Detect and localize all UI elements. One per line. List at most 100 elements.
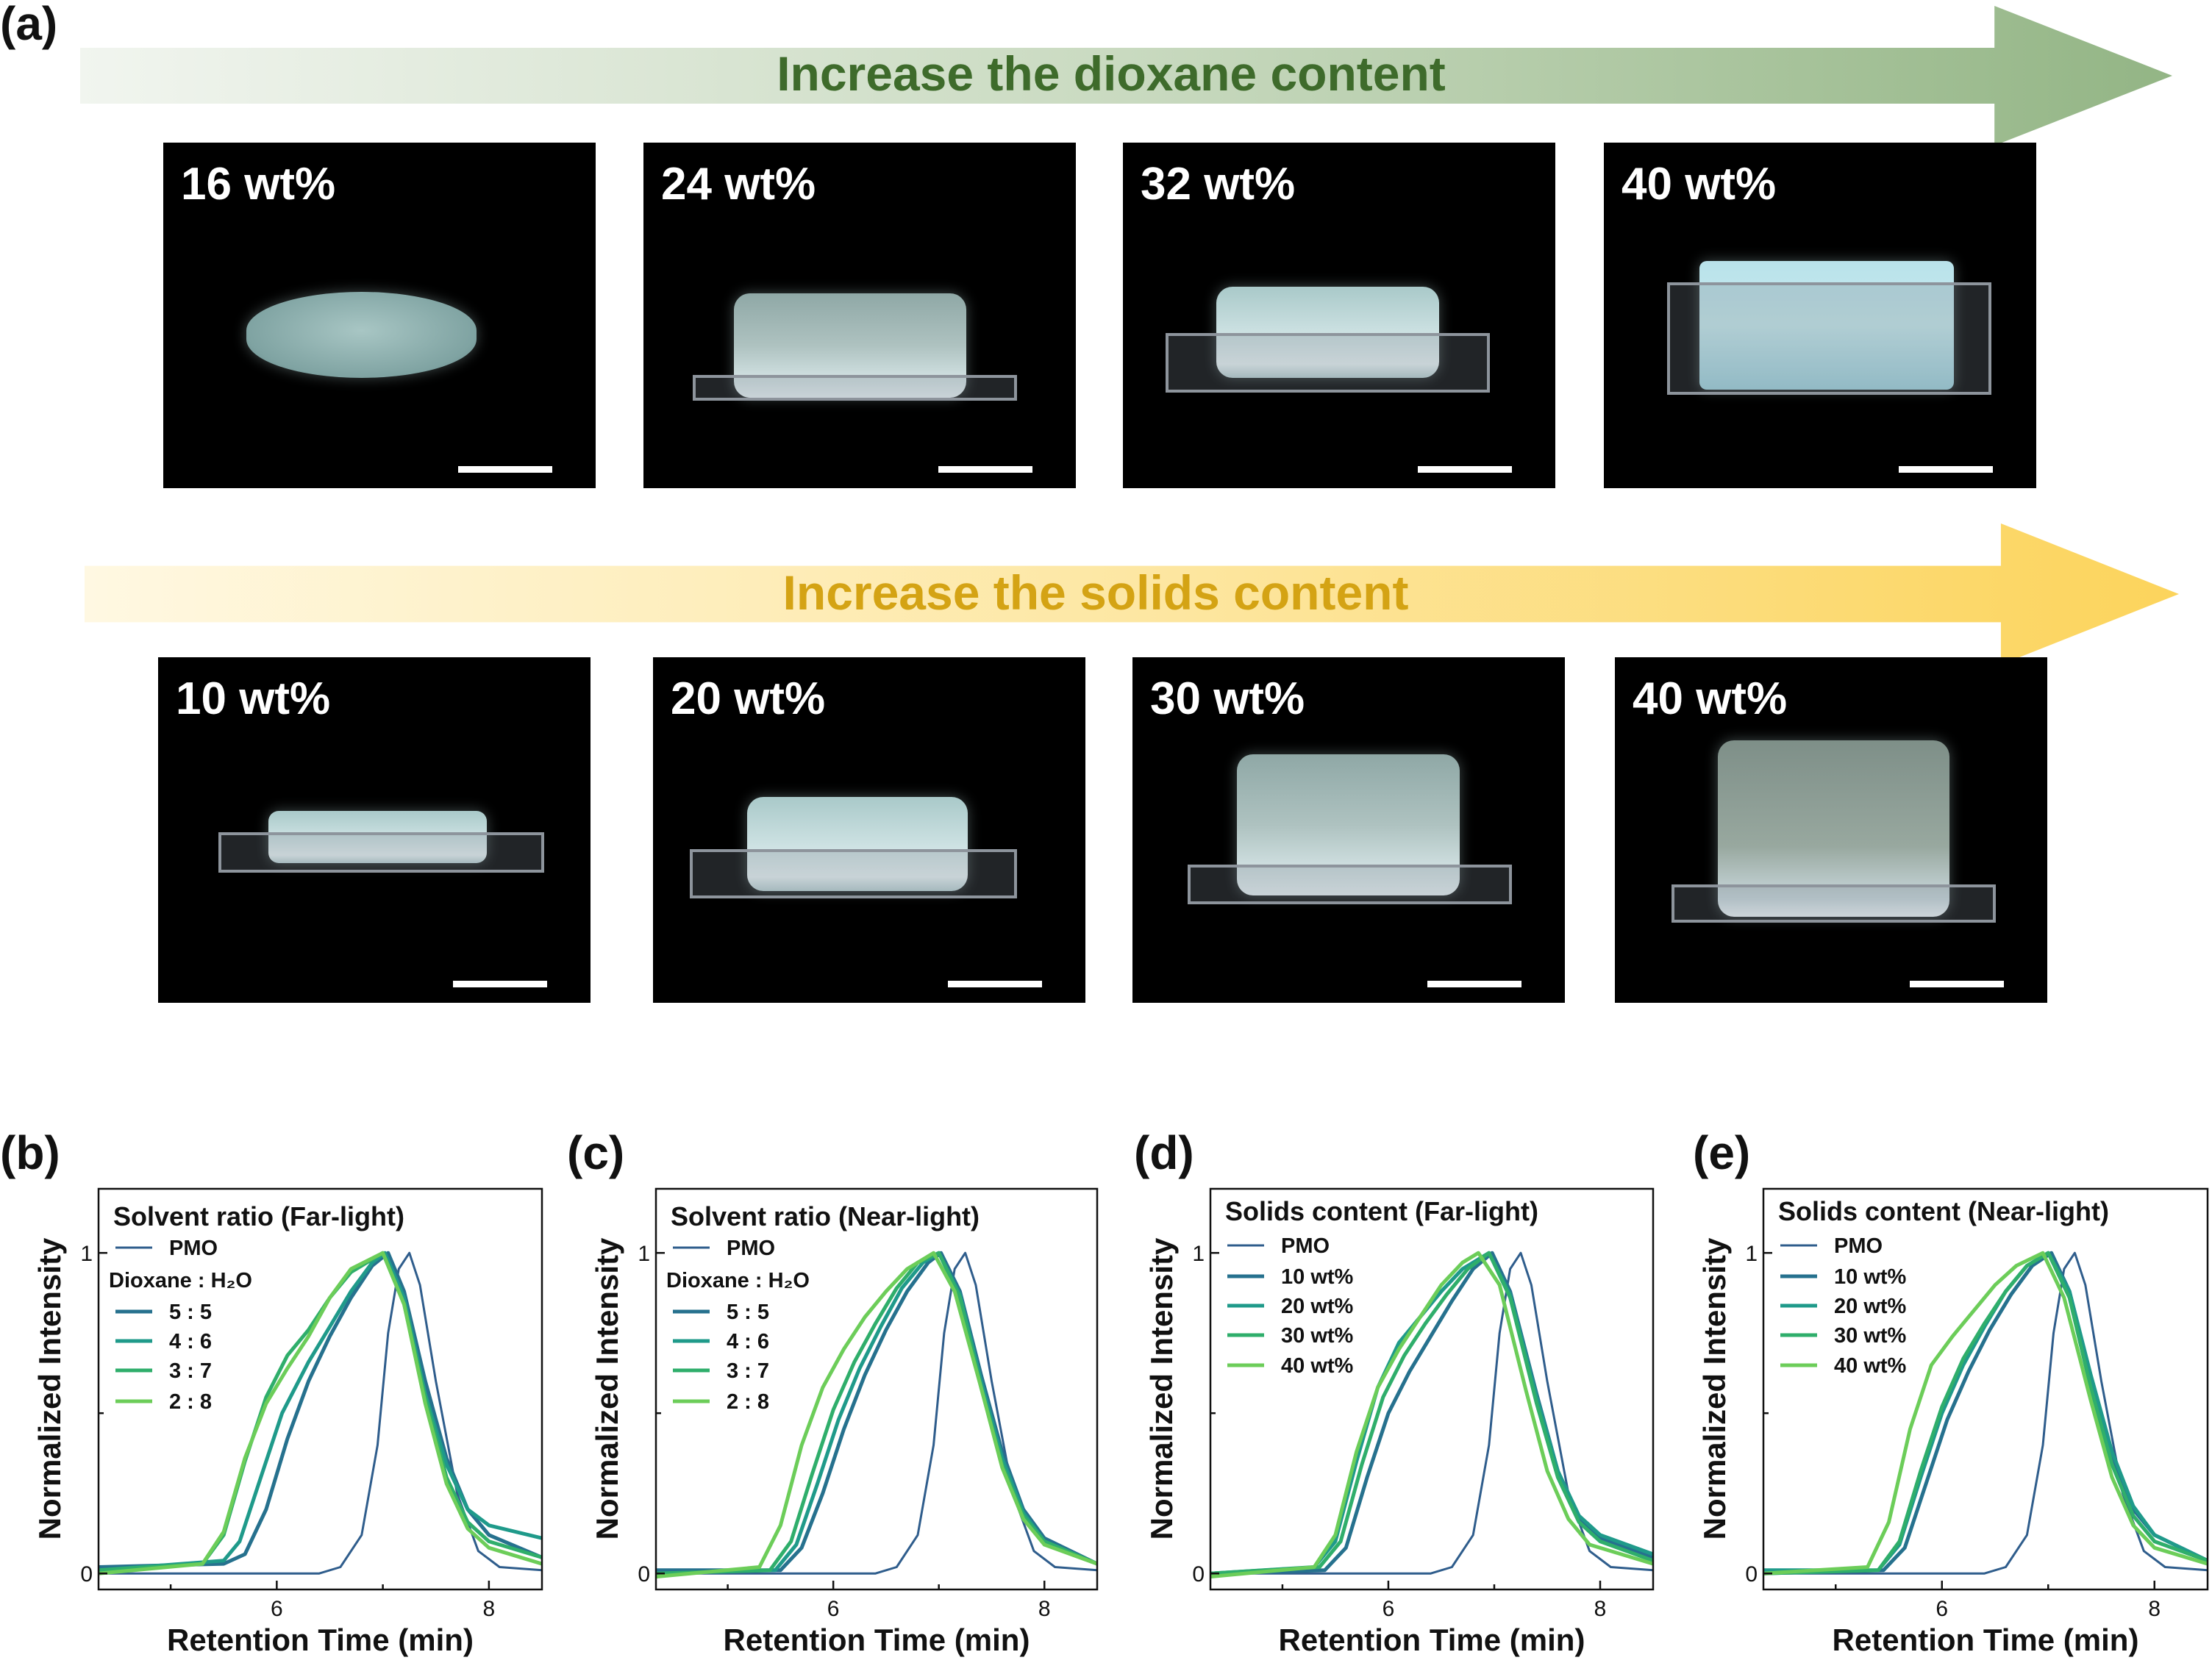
- y-axis-title: Normalized Intensity: [1697, 1237, 1732, 1539]
- series-line-5-5: [98, 1251, 543, 1569]
- scale-bar: [1910, 981, 2004, 987]
- y-axis-title: Normalized Intensity: [1144, 1237, 1179, 1539]
- legend-label: 4 : 6: [169, 1330, 212, 1353]
- scale-bar: [1427, 981, 1521, 987]
- legend-label: 20 wt%: [1834, 1295, 1907, 1318]
- series-line-2-8: [98, 1251, 543, 1576]
- legend-label: PMO: [169, 1237, 218, 1260]
- scale-bar: [458, 466, 552, 473]
- x-axis-title: Retention Time (min): [1833, 1623, 2139, 1657]
- panel-label: (d): [1134, 1126, 1194, 1179]
- series-line-40-wt-: [1763, 1251, 2208, 1576]
- legend-label: 40 wt%: [1834, 1354, 1907, 1378]
- y-tick-label: 1: [638, 1242, 650, 1266]
- scale-bar: [453, 981, 547, 987]
- panel-label: (c): [567, 1126, 624, 1179]
- legend-label: 30 wt%: [1281, 1324, 1354, 1348]
- panel-label-a: (a): [0, 0, 58, 50]
- scale-bar: [1899, 466, 1993, 473]
- panel-label: (b): [0, 1126, 60, 1179]
- legend-label: 5 : 5: [727, 1301, 769, 1324]
- series-line-2-8: [655, 1251, 1098, 1579]
- y-tick-label: 1: [1745, 1242, 1758, 1266]
- photo-solids-10: 10 wt%: [158, 657, 591, 1003]
- scale-bar: [938, 466, 1032, 473]
- x-axis-title: Retention Time (min): [1279, 1623, 1585, 1657]
- gel-sample: [734, 293, 966, 398]
- x-tick-label: 6: [1382, 1597, 1395, 1621]
- y-axis-title: Normalized Intensity: [32, 1237, 67, 1539]
- legend-label: PMO: [1834, 1234, 1883, 1258]
- series-line-pmo: [99, 1251, 543, 1575]
- y-tick-label: 1: [1192, 1242, 1205, 1266]
- series-line-pmo: [1763, 1251, 2208, 1575]
- y-tick-label: 0: [1745, 1562, 1758, 1587]
- photo-dioxane-32: 32 wt%: [1123, 143, 1555, 488]
- dioxane-arrow-text: Increase the dioxane content: [777, 46, 1446, 101]
- legend-title: Solvent ratio (Near-light): [671, 1201, 980, 1231]
- panel-label: (e): [1693, 1126, 1750, 1179]
- photo-label: 16 wt%: [181, 159, 336, 210]
- gel-sample: [268, 811, 487, 863]
- photo-label: 40 wt%: [1621, 159, 1777, 210]
- roi-rectangle: [1188, 865, 1512, 904]
- photo-dioxane-40: 40 wt%: [1604, 143, 2036, 488]
- roi-rectangle: [693, 375, 1017, 401]
- legend-label: 3 : 7: [169, 1359, 212, 1383]
- y-tick-label: 0: [80, 1562, 93, 1587]
- series-line-pmo: [656, 1251, 1098, 1575]
- photo-dioxane-24: 24 wt%: [643, 143, 1076, 488]
- series-line-30-wt-: [1763, 1251, 2208, 1576]
- legend-label: 30 wt%: [1834, 1324, 1907, 1348]
- series-line-20-wt-: [1210, 1251, 1654, 1576]
- scale-bar: [1418, 466, 1512, 473]
- x-tick-label: 8: [1038, 1597, 1051, 1621]
- photo-label: 10 wt%: [176, 673, 331, 724]
- x-tick-label: 6: [827, 1597, 840, 1621]
- gel-sample: [1237, 754, 1460, 895]
- roi-rectangle: [690, 849, 1017, 898]
- x-tick-label: 8: [2148, 1597, 2161, 1621]
- solids-arrow-text: Increase the solids content: [782, 565, 1409, 620]
- series-line-40-wt-: [1210, 1251, 1654, 1579]
- legend-label: 10 wt%: [1834, 1265, 1907, 1289]
- photo-label: 24 wt%: [661, 159, 816, 210]
- y-axis-title: Normalized Intensity: [590, 1237, 624, 1539]
- photo-solids-40: 40 wt%: [1615, 657, 2047, 1003]
- photo-label: 32 wt%: [1141, 159, 1296, 210]
- roi-rectangle: [1672, 884, 1996, 923]
- photo-dioxane-16: 16 wt%: [163, 143, 596, 488]
- legend-subtitle: Dioxane : H₂O: [666, 1269, 810, 1292]
- legend-label: PMO: [727, 1237, 775, 1260]
- y-tick-label: 1: [80, 1242, 93, 1266]
- photo-label: 40 wt%: [1633, 673, 1788, 724]
- legend-label: 10 wt%: [1281, 1265, 1354, 1289]
- photo-label: 20 wt%: [671, 673, 826, 724]
- photo-label: 30 wt%: [1150, 673, 1305, 724]
- legend-subtitle: Dioxane : H₂O: [109, 1269, 252, 1292]
- photo-solids-30: 30 wt%: [1132, 657, 1565, 1003]
- gel-sample: [246, 292, 477, 378]
- legend-title: Solids content (Near-light): [1778, 1196, 2109, 1226]
- x-tick-label: 6: [1936, 1597, 1948, 1621]
- x-axis-title: Retention Time (min): [724, 1623, 1030, 1657]
- x-tick-label: 6: [271, 1597, 283, 1621]
- gel-sample: [1718, 740, 1949, 917]
- plot-frame: [654, 1187, 1099, 1591]
- x-axis-title: Retention Time (min): [167, 1623, 474, 1657]
- legend-label: 3 : 7: [727, 1359, 769, 1383]
- legend-label: 5 : 5: [169, 1301, 212, 1324]
- roi-rectangle: [1166, 333, 1490, 393]
- series-line-4-6: [98, 1251, 543, 1573]
- legend-label: 20 wt%: [1281, 1295, 1354, 1318]
- legend-label: 40 wt%: [1281, 1354, 1354, 1378]
- legend-label: 2 : 8: [169, 1390, 212, 1414]
- y-tick-label: 0: [1192, 1562, 1205, 1587]
- legend-title: Solids content (Far-light): [1225, 1196, 1538, 1226]
- roi-rectangle: [1667, 282, 1991, 395]
- roi-rectangle: [218, 832, 544, 873]
- gel-sample: [747, 797, 968, 891]
- plot-frame: [1762, 1187, 2209, 1591]
- legend-label: 4 : 6: [727, 1330, 769, 1353]
